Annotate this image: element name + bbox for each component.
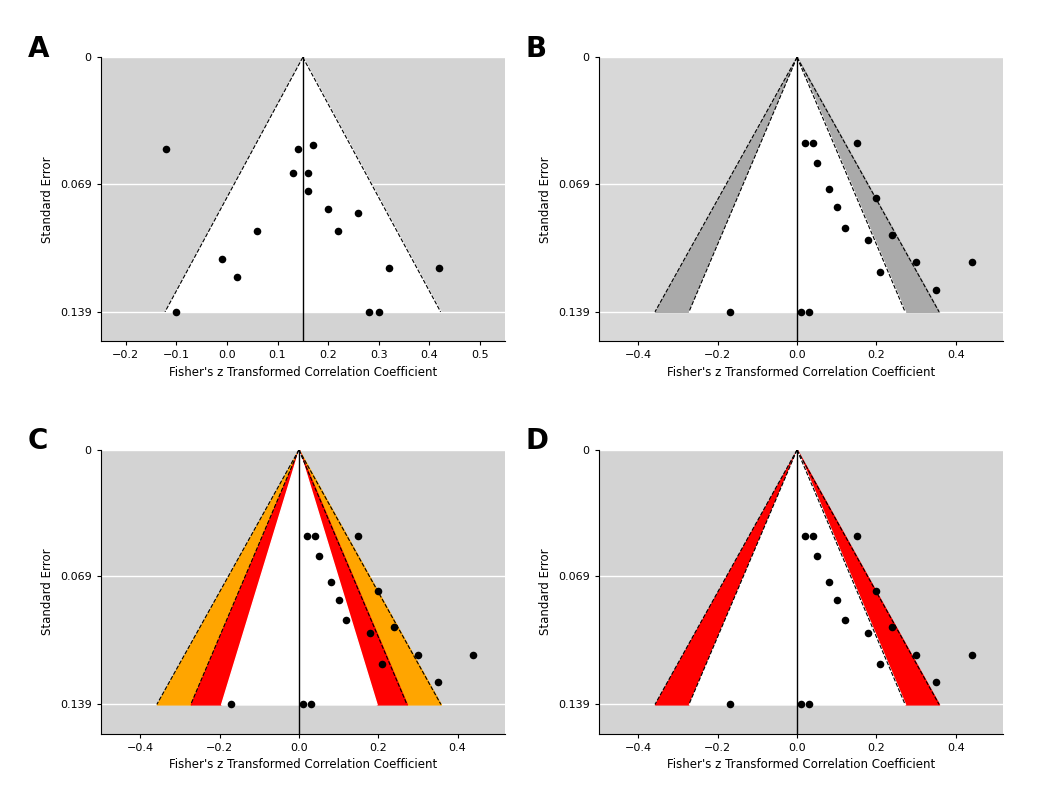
Point bbox=[884, 621, 901, 634]
Point bbox=[793, 698, 810, 711]
Point bbox=[431, 261, 447, 274]
Point bbox=[350, 206, 366, 219]
Point bbox=[223, 698, 240, 711]
Point bbox=[800, 305, 817, 318]
Point bbox=[907, 649, 924, 662]
Point bbox=[804, 137, 821, 150]
Point bbox=[300, 166, 317, 179]
Point bbox=[820, 575, 837, 588]
Point bbox=[320, 203, 336, 216]
Point bbox=[214, 252, 230, 265]
Point bbox=[837, 221, 853, 234]
Point bbox=[310, 550, 327, 563]
Y-axis label: Standard Error: Standard Error bbox=[540, 156, 552, 243]
Point bbox=[302, 698, 319, 711]
Point bbox=[872, 265, 889, 278]
Point bbox=[374, 658, 390, 671]
Point bbox=[796, 530, 813, 542]
Point bbox=[809, 550, 825, 563]
Point bbox=[168, 305, 185, 318]
Point bbox=[721, 698, 738, 711]
Point bbox=[928, 676, 945, 689]
Point bbox=[796, 137, 813, 150]
Point bbox=[884, 228, 901, 241]
Point bbox=[338, 613, 355, 626]
Point bbox=[868, 192, 884, 205]
Point bbox=[306, 530, 323, 542]
X-axis label: Fisher's z Transformed Correlation Coefficient: Fisher's z Transformed Correlation Coeff… bbox=[169, 758, 437, 771]
Point bbox=[362, 626, 379, 639]
Point bbox=[721, 305, 738, 318]
Point bbox=[295, 698, 311, 711]
Point bbox=[828, 593, 845, 606]
Point bbox=[928, 284, 945, 297]
Text: B: B bbox=[526, 35, 547, 63]
Point bbox=[322, 575, 338, 588]
X-axis label: Fisher's z Transformed Correlation Coefficient: Fisher's z Transformed Correlation Coeff… bbox=[666, 366, 935, 379]
X-axis label: Fisher's z Transformed Correlation Coefficient: Fisher's z Transformed Correlation Coeff… bbox=[666, 758, 935, 771]
Point bbox=[350, 530, 366, 542]
Point bbox=[284, 166, 301, 179]
Point bbox=[360, 305, 377, 318]
Point bbox=[828, 201, 845, 214]
Point bbox=[290, 143, 306, 156]
Text: C: C bbox=[28, 427, 48, 455]
Point bbox=[861, 626, 877, 639]
Text: D: D bbox=[526, 427, 549, 455]
Point bbox=[158, 143, 174, 156]
Point bbox=[848, 530, 865, 542]
Point bbox=[872, 658, 889, 671]
Y-axis label: Standard Error: Standard Error bbox=[540, 548, 552, 635]
Point bbox=[330, 593, 347, 606]
Text: A: A bbox=[28, 35, 49, 63]
Point bbox=[804, 530, 821, 542]
Point bbox=[861, 234, 877, 247]
Point bbox=[793, 305, 810, 318]
Point bbox=[868, 584, 884, 597]
Point bbox=[249, 225, 266, 238]
Point bbox=[370, 584, 386, 597]
Point bbox=[228, 271, 245, 284]
Point bbox=[963, 256, 980, 269]
Point bbox=[907, 256, 924, 269]
Point bbox=[963, 649, 980, 662]
Point bbox=[304, 139, 321, 152]
Y-axis label: Standard Error: Standard Error bbox=[42, 548, 54, 635]
Point bbox=[837, 613, 853, 626]
Point bbox=[848, 137, 865, 150]
Point bbox=[386, 621, 403, 634]
Point bbox=[465, 649, 482, 662]
Point bbox=[800, 698, 817, 711]
Point bbox=[299, 530, 316, 542]
X-axis label: Fisher's z Transformed Correlation Coefficient: Fisher's z Transformed Correlation Coeff… bbox=[169, 366, 437, 379]
Point bbox=[809, 157, 825, 170]
Point bbox=[820, 183, 837, 196]
Y-axis label: Standard Error: Standard Error bbox=[42, 156, 54, 243]
Point bbox=[330, 225, 347, 238]
Point bbox=[381, 261, 398, 274]
Point bbox=[300, 185, 317, 197]
Point bbox=[430, 676, 446, 689]
Point bbox=[371, 305, 387, 318]
Point bbox=[410, 649, 427, 662]
